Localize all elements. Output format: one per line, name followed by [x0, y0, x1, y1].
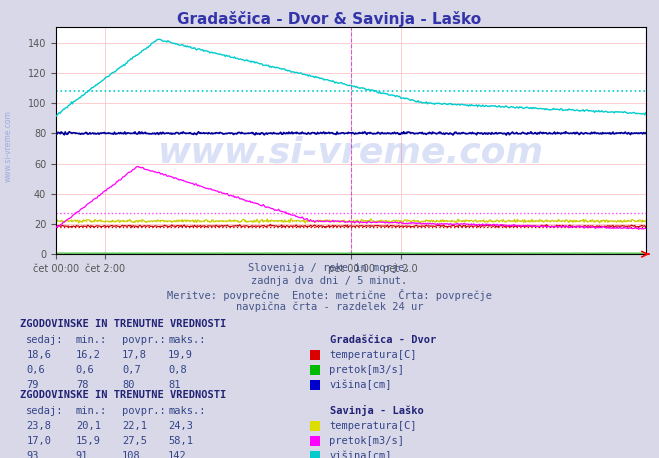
Text: ZGODOVINSKE IN TRENUTNE VREDNOSTI: ZGODOVINSKE IN TRENUTNE VREDNOSTI — [20, 320, 226, 329]
Text: 93: 93 — [26, 451, 39, 458]
Text: 23,8: 23,8 — [26, 421, 51, 431]
Text: Gradaščica - Dvor: Gradaščica - Dvor — [330, 335, 436, 344]
Text: 108: 108 — [122, 451, 140, 458]
Text: 16,2: 16,2 — [76, 350, 101, 360]
Text: Meritve: povprečne  Enote: metrične  Črta: povprečje: Meritve: povprečne Enote: metrične Črta:… — [167, 289, 492, 301]
Text: pretok[m3/s]: pretok[m3/s] — [330, 365, 405, 375]
Text: sedaj:: sedaj: — [26, 406, 64, 415]
Text: 17,8: 17,8 — [122, 350, 147, 360]
Text: www.si-vreme.com: www.si-vreme.com — [158, 135, 544, 169]
Text: 24,3: 24,3 — [168, 421, 193, 431]
Text: 0,8: 0,8 — [168, 365, 186, 375]
Text: 142: 142 — [168, 451, 186, 458]
Text: min.:: min.: — [76, 406, 107, 415]
Text: povpr.:: povpr.: — [122, 335, 165, 344]
Text: 79: 79 — [26, 380, 39, 390]
Text: 0,6: 0,6 — [76, 365, 94, 375]
Text: 0,6: 0,6 — [26, 365, 45, 375]
Text: temperatura[C]: temperatura[C] — [330, 350, 417, 360]
Text: 20,1: 20,1 — [76, 421, 101, 431]
Text: pretok[m3/s]: pretok[m3/s] — [330, 436, 405, 446]
Text: temperatura[C]: temperatura[C] — [330, 421, 417, 431]
Text: zadnja dva dni / 5 minut.: zadnja dva dni / 5 minut. — [251, 276, 408, 286]
Text: 0,7: 0,7 — [122, 365, 140, 375]
Text: Gradaščica - Dvor & Savinja - Laško: Gradaščica - Dvor & Savinja - Laško — [177, 11, 482, 27]
Text: 81: 81 — [168, 380, 181, 390]
Text: višina[cm]: višina[cm] — [330, 380, 392, 390]
Text: sedaj:: sedaj: — [26, 335, 64, 344]
Text: višina[cm]: višina[cm] — [330, 451, 392, 458]
Text: 15,9: 15,9 — [76, 436, 101, 446]
Text: Slovenija / reke in morje.: Slovenija / reke in morje. — [248, 263, 411, 273]
Text: 18,6: 18,6 — [26, 350, 51, 360]
Text: 58,1: 58,1 — [168, 436, 193, 446]
Text: Savinja - Laško: Savinja - Laško — [330, 404, 423, 415]
Text: 78: 78 — [76, 380, 88, 390]
Text: 22,1: 22,1 — [122, 421, 147, 431]
Text: maks.:: maks.: — [168, 335, 206, 344]
Text: povpr.:: povpr.: — [122, 406, 165, 415]
Text: www.si-vreme.com: www.si-vreme.com — [3, 111, 13, 182]
Text: ZGODOVINSKE IN TRENUTNE VREDNOSTI: ZGODOVINSKE IN TRENUTNE VREDNOSTI — [20, 391, 226, 400]
Text: 17,0: 17,0 — [26, 436, 51, 446]
Text: navpična črta - razdelek 24 ur: navpična črta - razdelek 24 ur — [236, 302, 423, 312]
Text: 19,9: 19,9 — [168, 350, 193, 360]
Text: min.:: min.: — [76, 335, 107, 344]
Text: 91: 91 — [76, 451, 88, 458]
Text: maks.:: maks.: — [168, 406, 206, 415]
Text: 80: 80 — [122, 380, 134, 390]
Text: 27,5: 27,5 — [122, 436, 147, 446]
